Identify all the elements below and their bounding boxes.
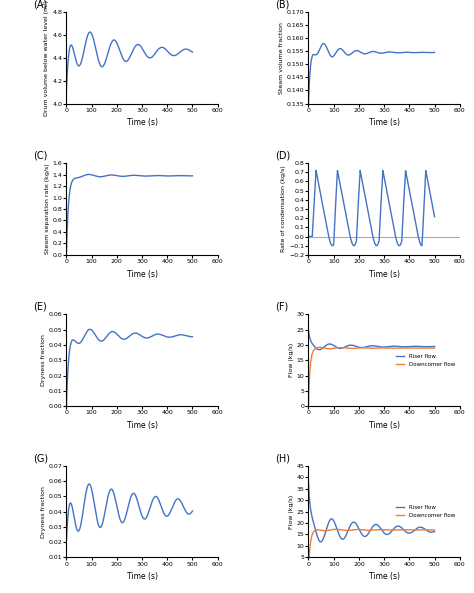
Text: (F): (F) (275, 302, 288, 312)
Line: Riser flow: Riser flow (309, 330, 435, 350)
Downcomer flow (428, 527, 434, 534)
Y-axis label: Dryness fraction: Dryness fraction (41, 486, 46, 537)
Downcomer flow (312, 346, 318, 353)
Y-axis label: Flow (kg/s): Flow (kg/s) (289, 495, 294, 529)
Text: (C): (C) (33, 151, 47, 161)
Riser flow (306, 326, 311, 333)
Y-axis label: Steam volume fraction: Steam volume fraction (279, 22, 284, 94)
Riser flow (432, 528, 438, 535)
X-axis label: Time (s): Time (s) (369, 572, 400, 581)
Downcomer flow (428, 345, 434, 352)
Riser flow (316, 346, 322, 353)
Downcomer flow (364, 527, 369, 534)
Y-axis label: Rate of condensation (kg/s): Rate of condensation (kg/s) (282, 165, 286, 253)
Riser flow (364, 532, 369, 539)
Downcomer flow (428, 527, 434, 534)
Downcomer flow (312, 527, 318, 534)
X-axis label: Time (s): Time (s) (369, 421, 400, 430)
Riser flow (432, 343, 438, 350)
Downcomer flow (432, 527, 438, 534)
X-axis label: Time (s): Time (s) (369, 270, 400, 279)
Downcomer flow (306, 565, 311, 572)
Riser flow (306, 478, 311, 485)
Downcomer flow (432, 345, 438, 352)
Downcomer flow (405, 345, 410, 352)
Riser flow (405, 530, 410, 537)
Riser flow (312, 343, 318, 350)
Line: Downcomer flow: Downcomer flow (309, 529, 435, 569)
Text: (G): (G) (33, 453, 48, 463)
Riser flow (428, 343, 434, 350)
Downcomer flow (405, 527, 410, 534)
Legend: Riser flow, Downcomer flow: Riser flow, Downcomer flow (393, 503, 457, 520)
Downcomer flow (306, 403, 311, 410)
Y-axis label: Drum volume below water level (m³): Drum volume below water level (m³) (44, 0, 49, 116)
Y-axis label: Steam separation rate (kg/s): Steam separation rate (kg/s) (45, 164, 50, 254)
Text: (D): (D) (275, 151, 291, 161)
Y-axis label: Dryness fraction: Dryness fraction (41, 334, 46, 386)
Y-axis label: Flow (kg/s): Flow (kg/s) (289, 343, 294, 377)
X-axis label: Time (s): Time (s) (127, 421, 157, 430)
Riser flow (367, 342, 373, 349)
Riser flow (428, 528, 434, 535)
Downcomer flow (333, 525, 339, 533)
X-axis label: Time (s): Time (s) (127, 118, 157, 127)
Downcomer flow (428, 345, 434, 352)
Text: (A): (A) (33, 0, 47, 9)
Riser flow (428, 343, 434, 350)
Riser flow (428, 528, 434, 535)
Text: (E): (E) (33, 302, 47, 312)
Line: Riser flow: Riser flow (309, 482, 435, 542)
Riser flow (367, 528, 373, 535)
Downcomer flow (367, 527, 373, 534)
Text: (H): (H) (275, 453, 290, 463)
Downcomer flow (367, 345, 373, 352)
Line: Downcomer flow: Downcomer flow (309, 347, 435, 406)
X-axis label: Time (s): Time (s) (369, 118, 400, 127)
Legend: Riser flow, Downcomer flow: Riser flow, Downcomer flow (393, 352, 457, 369)
Riser flow (405, 343, 410, 350)
Riser flow (312, 524, 318, 531)
Downcomer flow (317, 344, 322, 351)
Riser flow (318, 538, 324, 546)
Riser flow (364, 343, 369, 350)
X-axis label: Time (s): Time (s) (127, 270, 157, 279)
X-axis label: Time (s): Time (s) (127, 572, 157, 581)
Text: (B): (B) (275, 0, 290, 9)
Downcomer flow (364, 345, 369, 352)
